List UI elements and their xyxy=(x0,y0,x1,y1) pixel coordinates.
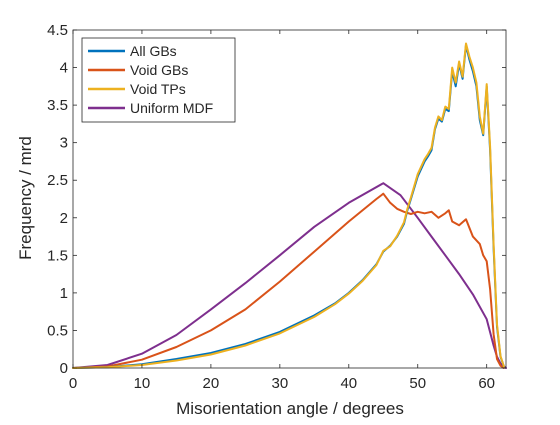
legend-label: All GBs xyxy=(130,43,177,59)
y-tick-label: 2.5 xyxy=(47,172,68,189)
legend: All GBs Void GBs Void TPs Uniform MDF xyxy=(81,37,236,123)
x-tick-label: 60 xyxy=(478,375,495,392)
series-line xyxy=(72,192,505,369)
y-tick-label: 1.5 xyxy=(47,247,68,264)
series-line xyxy=(72,42,505,369)
x-tick-label: 50 xyxy=(409,375,426,392)
x-tick-label: 30 xyxy=(272,375,289,392)
x-tick-label: 20 xyxy=(203,375,220,392)
x-axis-label: Misorientation angle / degrees xyxy=(176,399,404,418)
x-tick-label: 10 xyxy=(134,375,151,392)
y-tick-label: 1 xyxy=(60,285,68,302)
y-tick-label: 4 xyxy=(60,60,68,77)
legend-label: Uniform MDF xyxy=(130,100,213,116)
x-tick-label: 40 xyxy=(340,375,357,392)
series-layer xyxy=(72,42,507,369)
legend-label: Void GBs xyxy=(130,62,188,78)
legend-label: Void TPs xyxy=(130,81,186,97)
y-tick-label: 4.5 xyxy=(47,22,68,39)
y-tick-label: 0.5 xyxy=(47,322,68,339)
x-tick-label: 0 xyxy=(69,375,77,392)
y-tick-label: 3.5 xyxy=(47,97,68,114)
y-axis-label: Frequency / mrd xyxy=(16,136,35,260)
axes-layer: 0 10 20 30 40 50 60 0 0.5 1 1.5 2 2.5 3 3.5 4 4.5 xyxy=(47,22,507,392)
series-line xyxy=(72,182,507,369)
y-tick-label: 2 xyxy=(60,210,68,227)
axes-box xyxy=(72,29,507,369)
y-tick-label: 0 xyxy=(60,360,68,377)
y-tick-label: 3 xyxy=(60,135,68,152)
